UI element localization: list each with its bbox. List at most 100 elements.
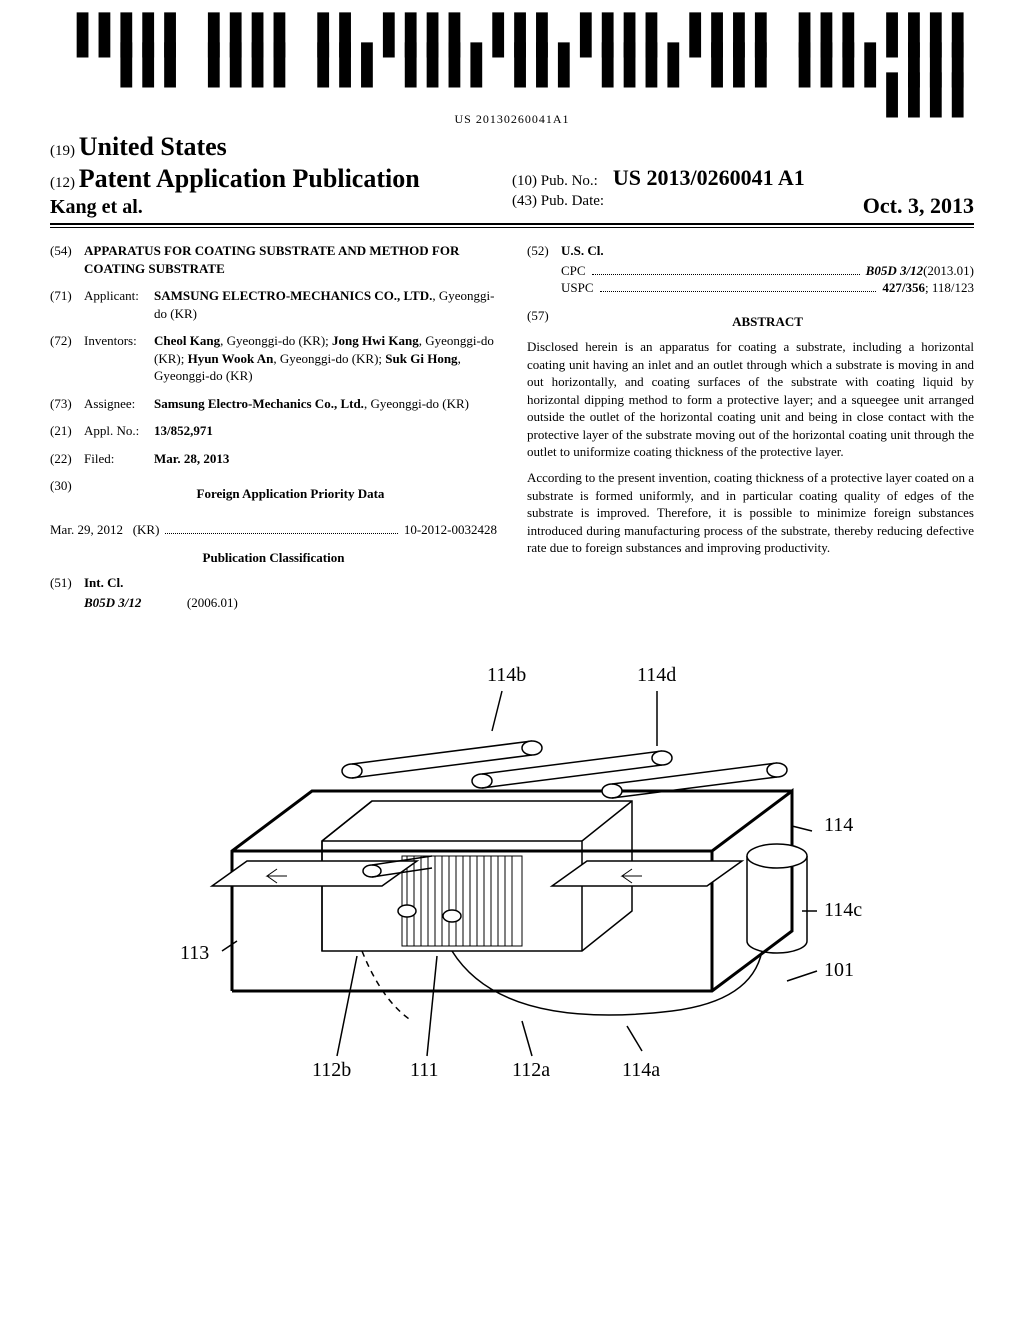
uspc-value: 427/356 — [882, 279, 925, 297]
barcode-text: US 20130260041A1 — [50, 112, 974, 127]
applicant-label: Applicant: — [84, 287, 154, 322]
intcl-code: B05D 3/12 — [84, 595, 141, 610]
fig-label-101: 101 — [824, 959, 854, 981]
assignee-label: Assignee: — [84, 395, 154, 413]
priority-country: (KR) — [133, 521, 160, 539]
filed-field: (22) Filed: Mar. 28, 2013 — [50, 450, 497, 468]
barcode: ▌▌▌▌▌ ▌▌▌▌ ▌▌ ▌▌▌▌ ▌▌▌ ▌▌▌▌ ▌▌▌▌ ▌▌▌ ▌▌▌… — [50, 20, 974, 127]
inid-priority: (30) — [50, 477, 84, 511]
assignee-field: (73) Assignee: Samsung Electro-Mechanics… — [50, 395, 497, 413]
left-column: (54) APPARATUS FOR COATING SUBSTRATE AND… — [50, 242, 497, 611]
applno-label: Appl. No.: — [84, 422, 154, 440]
priority-date: Mar. 29, 2012 — [50, 521, 123, 539]
pubdate-value: Oct. 3, 2013 — [863, 193, 974, 219]
body-columns: (54) APPARATUS FOR COATING SUBSTRATE AND… — [50, 242, 974, 611]
uspc-extra: ; 118/123 — [925, 279, 974, 297]
header-rule — [50, 227, 974, 228]
authors-line: Kang et al. — [50, 196, 512, 219]
applno-field: (21) Appl. No.: 13/852,971 — [50, 422, 497, 440]
assignee-value: Samsung Electro-Mechanics Co., Ltd., Gye… — [154, 395, 497, 413]
abstract-p2: According to the present invention, coat… — [527, 469, 974, 557]
inid-title: (54) — [50, 242, 84, 277]
pubdate-label: Pub. Date: — [541, 193, 604, 209]
pubno-label: Pub. No.: — [541, 173, 598, 189]
barcode-block: ▌▌▌▌▌ ▌▌▌▌ ▌▌ ▌▌▌▌ ▌▌▌ ▌▌▌▌ ▌▌▌▌ ▌▌▌ ▌▌▌… — [50, 20, 974, 128]
cpc-value: B05D 3/12 — [866, 262, 923, 280]
fig-label-113: 113 — [180, 942, 209, 964]
uspc-row: USPC 427/356; 118/123 — [561, 279, 974, 297]
cpc-label: CPC — [561, 262, 586, 280]
inid-pubdate: (43) — [512, 193, 537, 209]
patent-figure: 114b 114d 114 114c 101 114a 112a 111 112… — [50, 631, 974, 1116]
inid-intcl: (51) — [50, 574, 84, 592]
priority-row: Mar. 29, 2012 (KR) 10-2012-0032428 — [50, 521, 497, 539]
intcl-field: (51) Int. Cl. — [50, 574, 497, 592]
inv3-loc: , Gyeonggi-do (KR); — [273, 351, 385, 366]
assignee-name: Samsung Electro-Mechanics Co., Ltd. — [154, 396, 364, 411]
inid-inventors: (72) — [50, 332, 84, 385]
pubdate-line: (43) Pub. Date: Oct. 3, 2013 — [512, 193, 974, 210]
applicant-field: (71) Applicant: SAMSUNG ELECTRO-MECHANIC… — [50, 287, 497, 322]
inv3-name: Hyun Wook An — [188, 351, 274, 366]
inventors-label: Inventors: — [84, 332, 154, 385]
assignee-loc: , Gyeonggi-do (KR) — [364, 396, 469, 411]
inid-applno: (21) — [50, 422, 84, 440]
priority-heading: Foreign Application Priority Data — [84, 485, 497, 503]
fig-label-112b: 112b — [312, 1059, 351, 1081]
applicant-name: SAMSUNG ELECTRO-MECHANICS CO., LTD. — [154, 288, 432, 303]
title-text: APPARATUS FOR COATING SUBSTRATE AND METH… — [84, 242, 497, 277]
fig-label-114a: 114a — [622, 1059, 660, 1081]
uscl-label: U.S. Cl. — [561, 242, 974, 260]
inv1-loc: , Gyeonggi-do (KR); — [220, 333, 332, 348]
fig-label-114c: 114c — [824, 899, 862, 921]
barcode-bars: ▌▌▌▌▌ ▌▌▌▌ ▌▌ ▌▌▌▌ ▌▌▌ ▌▌▌▌ ▌▌▌▌ ▌▌▌ ▌▌▌… — [50, 20, 974, 110]
inid-pubno: (10) — [512, 173, 537, 189]
abstract-heading: ABSTRACT — [561, 313, 974, 331]
figure-svg: 114b 114d 114 114c 101 114a 112a 111 112… — [152, 631, 872, 1111]
pub-type: Patent Application Publication — [79, 164, 420, 193]
priority-number: 10-2012-0032428 — [404, 521, 497, 539]
inid-pubtype: (12) — [50, 175, 75, 191]
filed-label: Filed: — [84, 450, 154, 468]
fig-label-112a: 112a — [512, 1059, 550, 1081]
dots-icon — [600, 291, 877, 292]
inv1-name: Cheol Kang — [154, 333, 220, 348]
applno-value: 13/852,971 — [154, 422, 497, 440]
doc-header: (19) United States (12) Patent Applicati… — [50, 132, 974, 225]
filed-value: Mar. 28, 2013 — [154, 450, 497, 468]
inventors-value: Cheol Kang, Gyeonggi-do (KR); Jong Hwi K… — [154, 332, 497, 385]
cpc-date: (2013.01) — [923, 262, 974, 280]
right-column: (52) U.S. Cl. CPC B05D 3/12 (2013.01) US… — [527, 242, 974, 611]
intcl-row: B05D 3/12 (2006.01) — [84, 594, 497, 612]
dots-icon — [165, 533, 397, 534]
dots-icon — [592, 274, 860, 275]
inid-country: (19) — [50, 143, 75, 159]
pubtype-line: (12) Patent Application Publication — [50, 164, 512, 194]
inid-assignee: (73) — [50, 395, 84, 413]
title-field: (54) APPARATUS FOR COATING SUBSTRATE AND… — [50, 242, 497, 277]
cpc-row: CPC B05D 3/12 (2013.01) — [561, 262, 974, 280]
pubno-line: (10) Pub. No.: US 2013/0260041 A1 — [512, 165, 974, 191]
fig-label-111: 111 — [410, 1059, 439, 1081]
inid-applicant: (71) — [50, 287, 84, 322]
abstract-p1: Disclosed herein is an apparatus for coa… — [527, 338, 974, 461]
uspc-label: USPC — [561, 279, 594, 297]
pubclass-heading: Publication Classification — [50, 549, 497, 567]
inv4-name: Suk Gi Hong — [385, 351, 457, 366]
fig-label-114: 114 — [824, 814, 853, 836]
fig-label-114b: 114b — [487, 664, 526, 686]
inid-uscl: (52) — [527, 242, 561, 260]
country-line: (19) United States — [50, 132, 512, 162]
applicant-value: SAMSUNG ELECTRO-MECHANICS CO., LTD., Gye… — [154, 287, 497, 322]
inventors-field: (72) Inventors: Cheol Kang, Gyeonggi-do … — [50, 332, 497, 385]
uscl-field: (52) U.S. Cl. — [527, 242, 974, 260]
pubno-value: US 2013/0260041 A1 — [613, 165, 805, 190]
country-name: United States — [79, 132, 227, 161]
inid-abstract: (57) — [527, 307, 561, 339]
inid-filed: (22) — [50, 450, 84, 468]
inv2-name: Jong Hwi Kang — [332, 333, 419, 348]
abstract-heading-row: (57) ABSTRACT — [527, 307, 974, 339]
intcl-label: Int. Cl. — [84, 574, 497, 592]
intcl-date: (2006.01) — [187, 595, 238, 610]
fig-label-114d: 114d — [637, 664, 676, 686]
